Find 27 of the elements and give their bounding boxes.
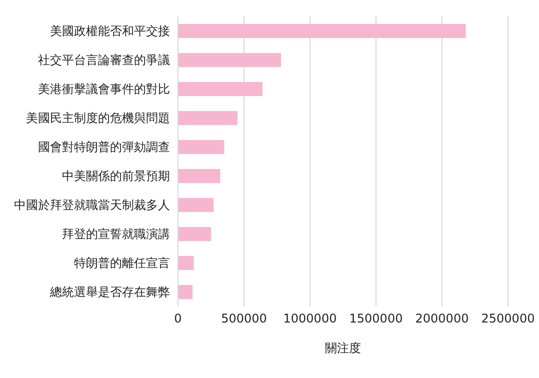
- x-tick-label: 500000: [221, 312, 267, 326]
- bar: [178, 53, 281, 67]
- bar: [178, 285, 193, 299]
- y-tick-label: 拜登的宣誓就職演講: [62, 226, 170, 241]
- y-tick-label: 中美關係的前景預期: [62, 168, 170, 183]
- x-tick-label: 2500000: [481, 312, 535, 326]
- y-tick-label: 社交平台言論審查的爭議: [38, 52, 170, 67]
- bar: [178, 198, 214, 212]
- y-tick-label: 美國政權能否和平交接: [50, 24, 170, 38]
- y-tick-label: 美國民主制度的危機與問題: [26, 110, 170, 125]
- x-tick-label: 1500000: [349, 312, 403, 326]
- bar: [178, 82, 262, 96]
- y-tick-label: 總統選舉是否存在舞弊: [49, 284, 170, 299]
- x-axis-title: 關注度: [325, 341, 361, 355]
- bar: [178, 140, 224, 154]
- bar: [178, 227, 211, 241]
- x-tick-label: 0: [174, 312, 182, 326]
- y-tick-label: 中國於拜登就職當天制裁多人: [14, 198, 170, 212]
- bar: [178, 169, 220, 183]
- y-tick-label: 特朗普的離任宣言: [74, 256, 170, 270]
- y-tick-label: 美港衝擊議會事件的對比: [38, 82, 170, 96]
- bar: [178, 24, 466, 38]
- bar: [178, 256, 194, 270]
- x-tick-label: 1000000: [283, 312, 337, 326]
- bar: [178, 111, 238, 125]
- y-tick-label: 國會對特朗普的彈劾調查: [38, 140, 170, 154]
- x-tick-label: 2000000: [415, 312, 469, 326]
